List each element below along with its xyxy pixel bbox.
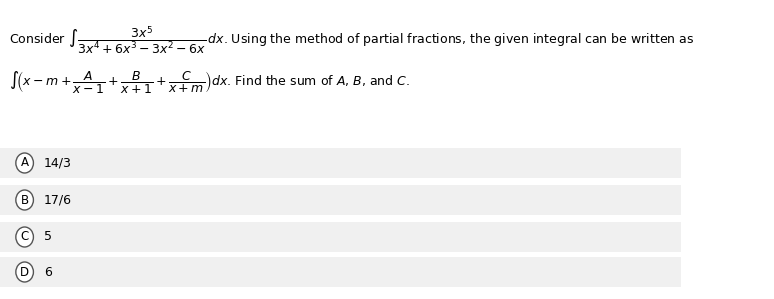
Text: D: D xyxy=(20,266,29,278)
Circle shape xyxy=(15,190,33,210)
Text: 17/6: 17/6 xyxy=(44,193,72,207)
Text: Consider $\int \dfrac{3x^5}{3x^4+6x^3-3x^2-6x}\,dx$. Using the method of partial: Consider $\int \dfrac{3x^5}{3x^4+6x^3-3x… xyxy=(9,24,694,56)
FancyBboxPatch shape xyxy=(0,257,681,287)
Text: 14/3: 14/3 xyxy=(44,156,72,170)
FancyBboxPatch shape xyxy=(0,148,681,178)
Text: C: C xyxy=(20,231,29,243)
Circle shape xyxy=(15,262,33,282)
Text: A: A xyxy=(21,156,29,170)
Text: $\int\!\left(x-m+\dfrac{A}{x-1}+\dfrac{B}{x+1}+\dfrac{C}{x+m}\right)dx$. Find th: $\int\!\left(x-m+\dfrac{A}{x-1}+\dfrac{B… xyxy=(9,69,409,95)
Text: 5: 5 xyxy=(44,231,52,243)
FancyBboxPatch shape xyxy=(0,185,681,215)
Circle shape xyxy=(15,227,33,247)
Circle shape xyxy=(15,153,33,173)
Text: B: B xyxy=(21,193,29,207)
Text: 6: 6 xyxy=(44,266,52,278)
FancyBboxPatch shape xyxy=(0,222,681,252)
